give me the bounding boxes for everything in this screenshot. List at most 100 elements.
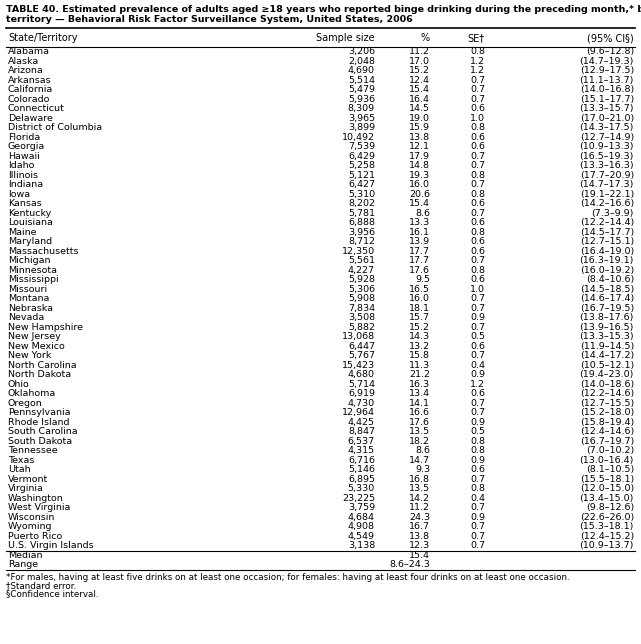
Text: TABLE 40. Estimated prevalence of adults aged ≥18 years who reported binge drink: TABLE 40. Estimated prevalence of adults… [6, 5, 641, 14]
Text: Massachusetts: Massachusetts [8, 247, 78, 256]
Text: 16.5: 16.5 [409, 285, 430, 294]
Text: 0.7: 0.7 [470, 408, 485, 417]
Text: 1.2: 1.2 [470, 380, 485, 389]
Text: South Dakota: South Dakota [8, 437, 72, 446]
Text: 11.2: 11.2 [409, 503, 430, 512]
Text: Georgia: Georgia [8, 142, 46, 151]
Text: (19.1–22.1): (19.1–22.1) [579, 190, 634, 199]
Text: 0.6: 0.6 [470, 142, 485, 151]
Text: 5,882: 5,882 [348, 323, 375, 332]
Text: West Virginia: West Virginia [8, 503, 71, 512]
Text: 5,561: 5,561 [348, 256, 375, 265]
Text: 17.9: 17.9 [409, 152, 430, 161]
Text: 1.2: 1.2 [470, 57, 485, 66]
Text: 0.7: 0.7 [470, 180, 485, 189]
Text: 8,847: 8,847 [348, 427, 375, 436]
Text: (13.3–15.7): (13.3–15.7) [579, 104, 634, 113]
Text: Ohio: Ohio [8, 380, 29, 389]
Text: 15.2: 15.2 [409, 66, 430, 75]
Text: 5,310: 5,310 [348, 190, 375, 199]
Text: 0.7: 0.7 [470, 541, 485, 550]
Text: (16.7–19.5): (16.7–19.5) [579, 304, 634, 313]
Text: (14.7–19.3): (14.7–19.3) [579, 57, 634, 66]
Text: 5,928: 5,928 [348, 275, 375, 284]
Text: (15.2–18.0): (15.2–18.0) [579, 408, 634, 417]
Text: (17.0–21.0): (17.0–21.0) [579, 114, 634, 123]
Text: §Confidence interval.: §Confidence interval. [6, 589, 99, 598]
Text: 15.7: 15.7 [409, 313, 430, 322]
Text: 6,716: 6,716 [348, 456, 375, 465]
Text: SE†: SE† [468, 33, 485, 43]
Text: 0.7: 0.7 [470, 294, 485, 303]
Text: Sample size: Sample size [317, 33, 375, 43]
Text: (12.0–15.0): (12.0–15.0) [579, 484, 634, 493]
Text: 6,888: 6,888 [348, 218, 375, 227]
Text: 0.8: 0.8 [470, 123, 485, 132]
Text: (95% CI§): (95% CI§) [587, 33, 634, 43]
Text: Tennessee: Tennessee [8, 446, 58, 455]
Text: District of Columbia: District of Columbia [8, 123, 102, 132]
Text: 0.8: 0.8 [470, 171, 485, 180]
Text: Arkansas: Arkansas [8, 76, 52, 85]
Text: 2,048: 2,048 [348, 57, 375, 66]
Text: (12.2–14.4): (12.2–14.4) [579, 218, 634, 227]
Text: Kentucky: Kentucky [8, 209, 51, 218]
Text: 8,202: 8,202 [348, 199, 375, 208]
Text: (12.2–14.6): (12.2–14.6) [579, 389, 634, 398]
Text: 3,759: 3,759 [348, 503, 375, 512]
Text: Montana: Montana [8, 294, 49, 303]
Text: 15.2: 15.2 [409, 323, 430, 332]
Text: (15.5–18.1): (15.5–18.1) [579, 475, 634, 484]
Text: (13.9–16.5): (13.9–16.5) [579, 323, 634, 332]
Text: (17.7–20.9): (17.7–20.9) [579, 171, 634, 180]
Text: 3,508: 3,508 [348, 313, 375, 322]
Text: 13,068: 13,068 [342, 332, 375, 341]
Text: Median: Median [8, 551, 42, 560]
Text: 17.6: 17.6 [409, 418, 430, 427]
Text: Missouri: Missouri [8, 285, 47, 294]
Text: 19.0: 19.0 [409, 114, 430, 123]
Text: 4,730: 4,730 [348, 399, 375, 408]
Text: (7.3–9.9): (7.3–9.9) [592, 209, 634, 218]
Text: (16.4–19.0): (16.4–19.0) [579, 247, 634, 256]
Text: 6,427: 6,427 [348, 180, 375, 189]
Text: 5,908: 5,908 [348, 294, 375, 303]
Text: 12,350: 12,350 [342, 247, 375, 256]
Text: 0.4: 0.4 [470, 494, 485, 503]
Text: 20.6: 20.6 [409, 190, 430, 199]
Text: (13.3–16.3): (13.3–16.3) [579, 161, 634, 170]
Text: (12.9–17.5): (12.9–17.5) [579, 66, 634, 75]
Text: 0.8: 0.8 [470, 228, 485, 237]
Text: (14.0–18.6): (14.0–18.6) [579, 380, 634, 389]
Text: 16.8: 16.8 [409, 475, 430, 484]
Text: 0.6: 0.6 [470, 465, 485, 474]
Text: North Carolina: North Carolina [8, 361, 77, 370]
Text: 13.5: 13.5 [409, 427, 430, 436]
Text: 17.0: 17.0 [409, 57, 430, 66]
Text: 0.6: 0.6 [470, 389, 485, 398]
Text: (14.0–16.8): (14.0–16.8) [579, 85, 634, 94]
Text: 12.4: 12.4 [409, 76, 430, 85]
Text: 0.6: 0.6 [470, 275, 485, 284]
Text: 0.7: 0.7 [470, 475, 485, 484]
Text: 0.6: 0.6 [470, 104, 485, 113]
Text: 15.4: 15.4 [409, 199, 430, 208]
Text: 18.1: 18.1 [409, 304, 430, 313]
Text: 3,965: 3,965 [348, 114, 375, 123]
Text: 13.5: 13.5 [409, 484, 430, 493]
Text: (13.3–15.3): (13.3–15.3) [579, 332, 634, 341]
Text: 1.2: 1.2 [470, 66, 485, 75]
Text: 0.8: 0.8 [470, 47, 485, 56]
Text: 0.5: 0.5 [470, 332, 485, 341]
Text: 0.8: 0.8 [470, 266, 485, 275]
Text: (14.5–17.7): (14.5–17.7) [579, 228, 634, 237]
Text: (8.1–10.5): (8.1–10.5) [586, 465, 634, 474]
Text: Texas: Texas [8, 456, 35, 465]
Text: Louisiana: Louisiana [8, 218, 53, 227]
Text: 16.7: 16.7 [409, 522, 430, 531]
Text: 4,227: 4,227 [348, 266, 375, 275]
Text: 0.6: 0.6 [470, 218, 485, 227]
Text: 0.7: 0.7 [470, 304, 485, 313]
Text: 5,258: 5,258 [348, 161, 375, 170]
Text: †Standard error.: †Standard error. [6, 581, 76, 590]
